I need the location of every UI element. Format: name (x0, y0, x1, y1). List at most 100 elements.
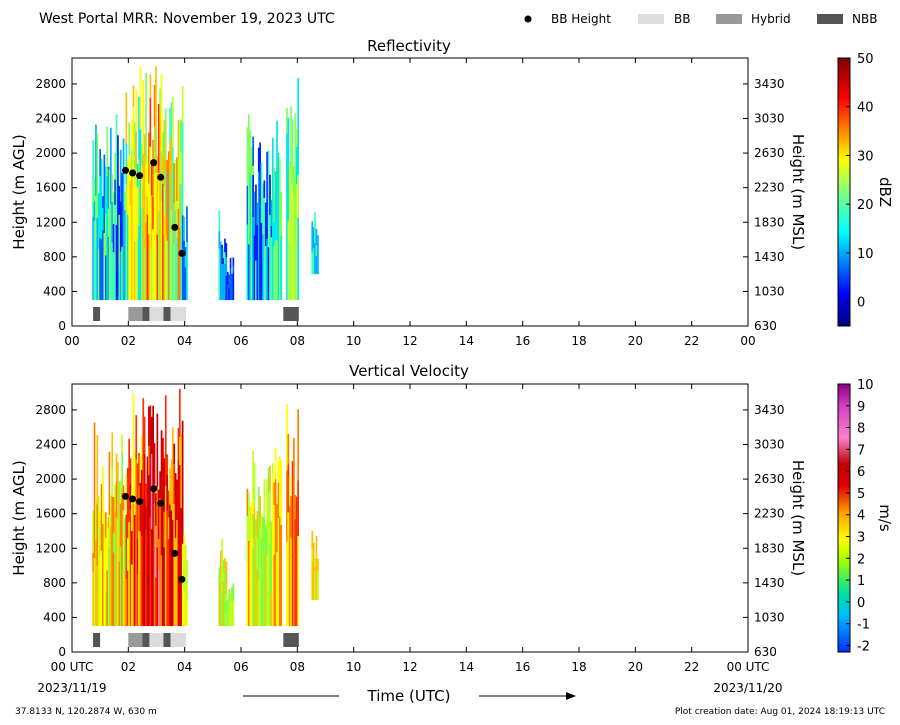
echo-cell (173, 464, 176, 505)
echo-cell (186, 228, 188, 243)
echo-cell (179, 388, 181, 437)
echo-cell (126, 570, 129, 627)
y-tick-label-right: 1430 (754, 250, 785, 264)
x-tick-label: 12 (402, 334, 417, 348)
echo-cell (99, 511, 101, 529)
echo-cell (136, 239, 139, 301)
echo-cell (122, 539, 125, 627)
echo-cell (290, 496, 292, 539)
echo-cell (155, 493, 157, 526)
echo-cell (291, 461, 294, 527)
echo-cell (225, 561, 228, 578)
echo-cell (153, 126, 156, 175)
echo-cell (100, 239, 103, 301)
echo-cell (152, 229, 154, 301)
echo-cell (186, 578, 188, 601)
echo-cell (150, 529, 153, 627)
echo-cell (93, 201, 96, 221)
echo-cell (181, 470, 184, 505)
echo-cell (183, 264, 185, 301)
legend-dot-icon (524, 15, 532, 23)
echo-cell (181, 420, 184, 471)
echo-cell (155, 525, 157, 578)
colorbar-tick-label: 8 (857, 422, 865, 437)
y-tick-label-right: 3430 (754, 77, 785, 91)
echo-cell (277, 152, 280, 175)
echo-cell (314, 212, 316, 228)
echo-cell (152, 549, 154, 627)
echo-cell (102, 466, 104, 504)
echo-cell (257, 171, 260, 197)
y-tick-label: 800 (43, 576, 66, 590)
echo-cell (276, 552, 278, 627)
echo-cell (277, 518, 280, 627)
echo-cell (118, 481, 121, 536)
echo-cell (159, 113, 161, 159)
echo-cell (102, 524, 104, 627)
echo-cell (169, 108, 171, 146)
x-tick-label: 14 (459, 660, 474, 674)
colorbar-tick-label: 2 (857, 552, 865, 567)
x-tick-label: 08 (290, 334, 305, 348)
echo-cell (255, 565, 257, 627)
echo-cell (183, 561, 185, 589)
echo-cell (152, 139, 154, 197)
creation-date: Plot creation date: Aug 01, 2024 18:19:1… (675, 707, 885, 717)
echo-cell (97, 586, 100, 626)
echo-cell (153, 503, 156, 626)
colorbar-label: m/s (876, 504, 894, 532)
echo-cell (124, 578, 126, 627)
echo-cell (164, 215, 167, 236)
echo-cell (169, 468, 171, 505)
echo-cell (253, 260, 256, 301)
echo-cell (95, 501, 97, 540)
echo-cell (229, 611, 232, 627)
echo-cell (155, 66, 157, 127)
echo-cell (141, 435, 143, 470)
echo-cell (174, 238, 177, 301)
legend-swatch (817, 14, 843, 24)
echo-cell (148, 234, 150, 300)
echo-cell (173, 163, 176, 203)
echo-cell (262, 203, 264, 235)
y-tick-label-right: 3030 (754, 438, 785, 452)
echo-cell (139, 66, 142, 130)
echo-cell (221, 264, 223, 274)
echo-cell (136, 574, 139, 627)
echo-cell (131, 176, 133, 301)
echo-cell (173, 245, 176, 301)
echo-cell (153, 443, 156, 484)
echo-cell (160, 74, 163, 151)
echo-cell (249, 130, 252, 175)
echo-cell (290, 231, 292, 301)
echo-cell (270, 594, 273, 627)
x-tick-label: 10 (346, 660, 361, 674)
echo-cell (160, 478, 163, 556)
echo-cell (262, 516, 264, 530)
echo-cell (222, 573, 225, 581)
colorbar-tick-label: 1 (857, 574, 865, 589)
echo-cell (145, 222, 147, 300)
echo-cell (294, 495, 297, 519)
echo-cell (317, 581, 319, 601)
echo-cell (263, 180, 266, 198)
echo-cell (180, 152, 183, 184)
echo-cell (218, 210, 221, 231)
echo-cell (232, 600, 235, 627)
colorbar-tick-label: 7 (857, 443, 865, 458)
echo-cell (112, 552, 115, 627)
echo-cell (264, 215, 267, 246)
echo-cell (184, 584, 187, 627)
echo-cell (269, 465, 271, 491)
echo-cell (248, 540, 250, 577)
y-tick-label: 2000 (35, 146, 66, 160)
bb-height-point (129, 495, 137, 503)
echo-cell (180, 507, 183, 627)
echo-cell (111, 174, 114, 202)
echo-cell (112, 223, 115, 253)
echo-cell (99, 176, 101, 238)
echo-cell (139, 531, 142, 626)
echo-cell (177, 120, 180, 159)
echo-cell (93, 178, 96, 202)
echo-cell (156, 156, 159, 188)
